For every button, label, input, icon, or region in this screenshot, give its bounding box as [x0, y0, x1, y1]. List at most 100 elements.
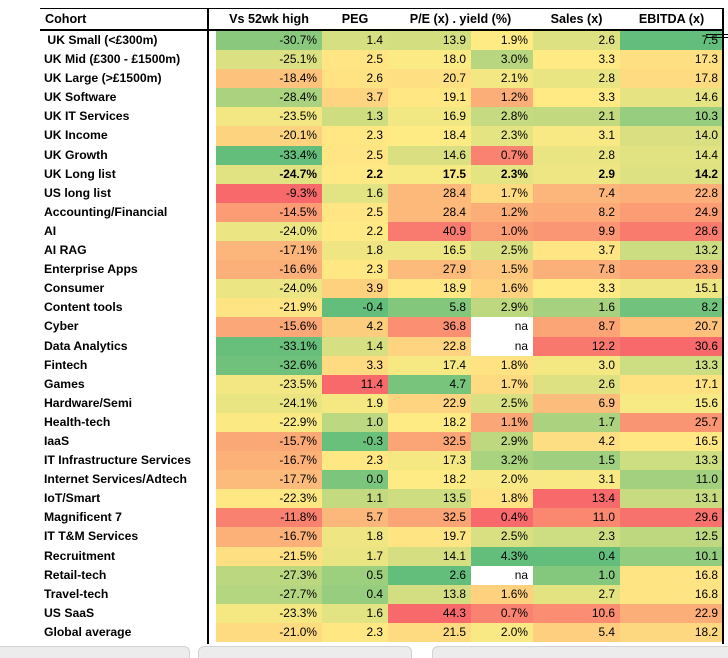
- value-cell-peg[interactable]: 2.3: [322, 451, 388, 471]
- value-cell-p-e-x-[interactable]: 13.5: [388, 489, 471, 509]
- value-cell-p-e-x-[interactable]: 20.7: [388, 69, 471, 89]
- value-cell-peg[interactable]: 1.6: [322, 603, 388, 623]
- value-cell-yield-[interactable]: 3.0%: [471, 50, 533, 70]
- value-cell-sales-x-[interactable]: 2.6: [533, 374, 620, 394]
- value-cell-yield-[interactable]: 1.1%: [471, 412, 533, 432]
- value-cell-peg[interactable]: 11.4: [322, 374, 388, 394]
- value-cell-p-e-x-[interactable]: 17.5: [388, 164, 471, 184]
- value-cell-sales-x-[interactable]: 2.6: [533, 31, 620, 51]
- cohort-cell[interactable]: IaaS: [44, 433, 70, 448]
- value-cell-ebitda-x-[interactable]: 28.6: [620, 221, 723, 242]
- value-cell-peg[interactable]: 1.1: [322, 489, 388, 509]
- value-cell-peg[interactable]: 2.5: [322, 145, 388, 165]
- value-cell-p-e-x-[interactable]: 13.8: [388, 584, 471, 604]
- value-cell-ebitda-x-[interactable]: 22.8: [620, 183, 723, 203]
- value-cell-vs-52wk-high[interactable]: -16.7%: [216, 451, 322, 471]
- cohort-cell[interactable]: IT Infrastructure Services: [44, 453, 191, 468]
- value-cell-yield-[interactable]: 1.6%: [471, 584, 533, 604]
- value-cell-peg[interactable]: 1.3: [322, 107, 388, 127]
- value-cell-vs-52wk-high[interactable]: -20.1%: [216, 126, 322, 146]
- cohort-cell[interactable]: UK IT Services: [44, 109, 130, 124]
- value-cell-sales-x-[interactable]: 3.3: [533, 50, 620, 70]
- value-cell-p-e-x-[interactable]: 18.4: [388, 126, 471, 146]
- value-cell-peg[interactable]: 0.4: [322, 584, 388, 604]
- value-cell-sales-x-[interactable]: 3.1: [533, 470, 620, 490]
- value-cell-ebitda-x-[interactable]: 13.1: [620, 489, 723, 509]
- cohort-cell[interactable]: Magnificent 7: [44, 510, 122, 525]
- value-cell-yield-[interactable]: 1.2%: [471, 88, 533, 108]
- value-cell-ebitda-x-[interactable]: 18.2: [620, 622, 723, 642]
- value-cell-peg[interactable]: 3.7: [322, 88, 388, 108]
- cohort-cell[interactable]: UK Small (<£300m): [44, 33, 158, 47]
- value-cell-ebitda-x-[interactable]: 16.8: [620, 565, 723, 585]
- value-cell-ebitda-x-[interactable]: 17.3: [620, 50, 723, 70]
- value-cell-p-e-x-[interactable]: 28.4: [388, 202, 471, 222]
- value-cell-yield-[interactable]: 0.4%: [471, 508, 533, 528]
- value-cell-vs-52wk-high[interactable]: -24.0%: [216, 279, 322, 299]
- value-cell-vs-52wk-high[interactable]: -24.1%: [216, 393, 322, 413]
- value-cell-ebitda-x-[interactable]: 8.2: [620, 298, 723, 318]
- value-cell-p-e-x-[interactable]: 18.2: [388, 412, 471, 432]
- value-cell-sales-x-[interactable]: 1.7: [533, 412, 620, 432]
- cohort-cell[interactable]: Fintech: [44, 357, 88, 372]
- value-cell-yield-[interactable]: 2.8%: [471, 107, 533, 127]
- cohort-cell[interactable]: UK Software: [44, 90, 117, 105]
- value-cell-p-e-x-[interactable]: 17.3: [388, 451, 471, 471]
- value-cell-sales-x-[interactable]: 3.3: [533, 88, 620, 108]
- value-cell-yield-[interactable]: 2.9%: [471, 298, 533, 318]
- value-cell-p-e-x-[interactable]: 44.3: [388, 603, 471, 623]
- value-cell-ebitda-x-[interactable]: 7.5: [620, 31, 723, 51]
- value-cell-p-e-x-[interactable]: 18.0: [388, 50, 471, 70]
- value-cell-yield-[interactable]: 1.5%: [471, 260, 533, 280]
- value-cell-peg[interactable]: 2.3: [322, 126, 388, 146]
- cohort-cell[interactable]: Travel-tech: [44, 586, 109, 601]
- value-cell-ebitda-x-[interactable]: 15.1: [620, 279, 723, 299]
- cohort-cell[interactable]: UK Large (>£1500m): [44, 71, 162, 86]
- value-cell-vs-52wk-high[interactable]: -21.5%: [216, 546, 322, 566]
- value-cell-ebitda-x-[interactable]: 25.7: [620, 412, 723, 432]
- value-cell-ebitda-x-[interactable]: 14.4: [620, 145, 723, 165]
- value-cell-peg[interactable]: 1.8: [322, 527, 388, 547]
- value-cell-yield-[interactable]: 1.8%: [471, 489, 533, 509]
- value-cell-vs-52wk-high[interactable]: -23.3%: [216, 603, 322, 623]
- cohort-cell[interactable]: AI RAG: [44, 243, 87, 258]
- value-cell-sales-x-[interactable]: 7.4: [533, 183, 620, 203]
- value-cell-ebitda-x-[interactable]: 14.6: [620, 88, 723, 108]
- value-cell-vs-52wk-high[interactable]: -22.3%: [216, 489, 322, 509]
- value-cell-sales-x-[interactable]: 2.3: [533, 527, 620, 547]
- value-cell-yield-[interactable]: 2.5%: [471, 393, 533, 413]
- value-cell-yield-[interactable]: 2.0%: [471, 622, 533, 642]
- value-cell-yield-[interactable]: 2.3%: [471, 126, 533, 146]
- value-cell-yield-[interactable]: 2.3%: [471, 164, 533, 184]
- value-cell-ebitda-x-[interactable]: 14.0: [620, 126, 723, 146]
- value-cell-peg[interactable]: 2.3: [322, 260, 388, 280]
- value-cell-sales-x-[interactable]: 5.4: [533, 622, 620, 642]
- value-cell-peg[interactable]: 1.4: [322, 336, 388, 356]
- value-cell-yield-[interactable]: na: [471, 336, 533, 356]
- value-cell-sales-x-[interactable]: 2.8: [533, 145, 620, 165]
- value-cell-peg[interactable]: 2.6: [322, 69, 388, 89]
- value-cell-vs-52wk-high[interactable]: -16.7%: [216, 527, 322, 547]
- value-cell-yield-[interactable]: na: [471, 565, 533, 585]
- value-cell-p-e-x-[interactable]: 16.9: [388, 107, 471, 127]
- value-cell-sales-x-[interactable]: 3.3: [533, 279, 620, 299]
- cohort-cell[interactable]: Hardware/Semi: [44, 395, 133, 410]
- value-cell-p-e-x-[interactable]: 36.8: [388, 317, 471, 337]
- value-cell-p-e-x-[interactable]: 22.9: [388, 393, 471, 413]
- value-cell-peg[interactable]: 2.3: [322, 622, 388, 642]
- value-cell-ebitda-x-[interactable]: 11.0: [620, 470, 723, 490]
- value-cell-vs-52wk-high[interactable]: -24.7%: [216, 164, 322, 184]
- value-cell-p-e-x-[interactable]: 17.4: [388, 355, 471, 375]
- value-cell-yield-[interactable]: 0.7%: [471, 603, 533, 623]
- cohort-cell[interactable]: UK Growth: [44, 147, 108, 162]
- value-cell-yield-[interactable]: 1.0%: [471, 221, 533, 242]
- value-cell-peg[interactable]: 2.5: [322, 202, 388, 222]
- value-cell-peg[interactable]: 3.3: [322, 355, 388, 375]
- value-cell-vs-52wk-high[interactable]: -18.4%: [216, 69, 322, 89]
- cohort-cell[interactable]: Global average: [44, 624, 132, 639]
- value-cell-peg[interactable]: 1.4: [322, 31, 388, 51]
- value-cell-ebitda-x-[interactable]: 23.9: [620, 260, 723, 280]
- value-cell-ebitda-x-[interactable]: 17.1: [620, 374, 723, 394]
- value-cell-vs-52wk-high[interactable]: -23.5%: [216, 107, 322, 127]
- value-cell-yield-[interactable]: 1.7%: [471, 183, 533, 203]
